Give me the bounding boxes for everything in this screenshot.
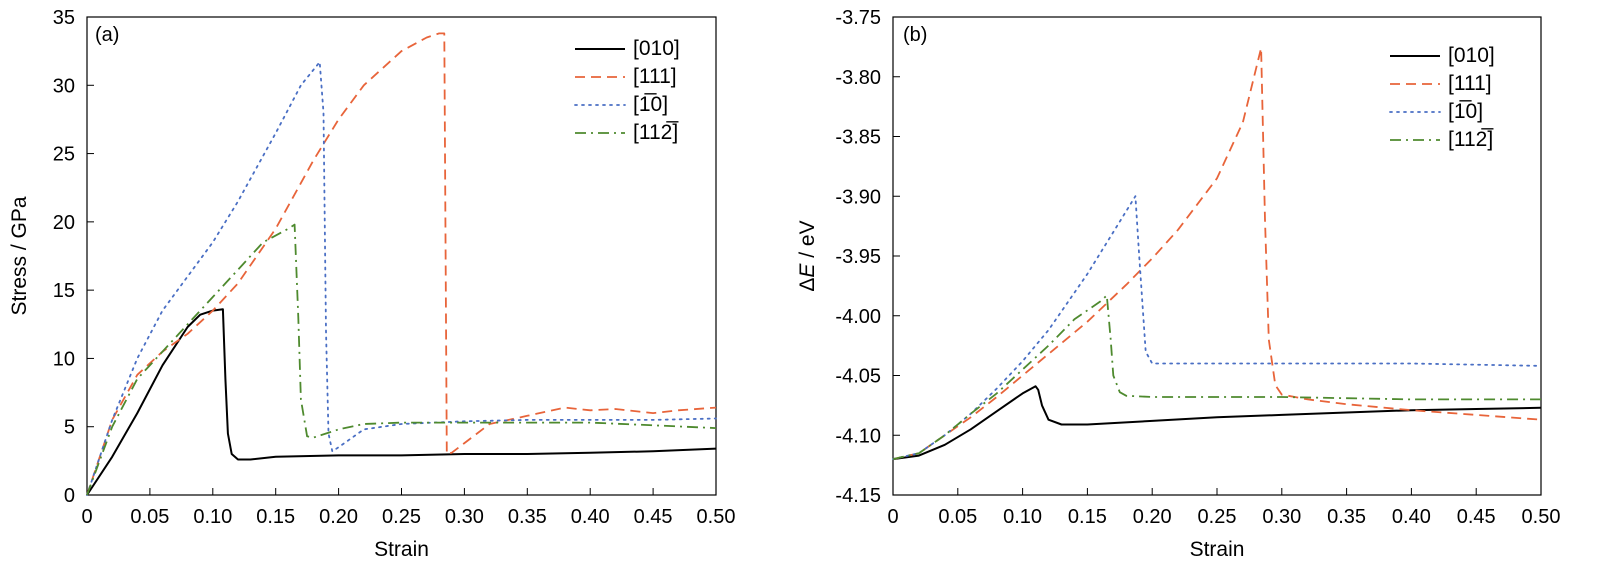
series-line-1 [892, 47, 1542, 460]
panel-tag: (b) [903, 24, 927, 46]
x-tick-label: 0.30 [445, 506, 484, 528]
y-tick-label: 25 [53, 144, 75, 166]
y-tick-label: 10 [53, 348, 75, 370]
y-tick-label: -3.75 [835, 7, 881, 29]
series-line-0 [86, 308, 717, 496]
x-tick-label: 0.15 [256, 506, 295, 528]
x-tick-label: 0.35 [1327, 506, 1366, 528]
legend-label: [1̅0] [1448, 100, 1483, 123]
series-line-2 [892, 195, 1542, 460]
y-tick-label: 20 [53, 212, 75, 234]
series-line-1 [86, 32, 717, 496]
legend-label: [1̅0] [633, 93, 668, 116]
series-line-3 [892, 294, 1541, 460]
x-tick-label: 0.10 [193, 506, 232, 528]
legend-label: [111] [1448, 72, 1492, 95]
y-tick-label: -4.15 [835, 485, 881, 507]
y-tick-label: -3.85 [835, 127, 881, 149]
plot-frame [892, 16, 1542, 496]
x-tick-label: 0.25 [1198, 506, 1237, 528]
x-tick-label: 0.45 [1457, 506, 1496, 528]
y-tick-label: 0 [64, 485, 75, 507]
y-tick-label: -4.05 [835, 366, 881, 388]
series-line-2 [86, 61, 717, 496]
x-tick-label: 0.50 [697, 506, 736, 528]
legend-label: [112̅] [633, 121, 679, 144]
legend-label: [111] [633, 65, 677, 88]
x-tick-label: 0.20 [1133, 506, 1172, 528]
x-tick-label: 0.40 [571, 506, 610, 528]
legend: [010] [111] [1̅0] [112̅] [1389, 44, 1495, 151]
y-tick-label: -3.90 [835, 186, 881, 208]
x-tick-label: 0 [81, 506, 92, 528]
x-axis-label: Strain [1190, 538, 1245, 561]
x-axis-label: Strain [374, 538, 429, 561]
chart-panel-b: 0 0.05 0.10 0.15 0.20 0.25 0.30 0.35 0.40 0.45 0.5… [796, 7, 1560, 561]
y-tick-label: -3.95 [835, 246, 881, 268]
x-tick-label: 0.25 [382, 506, 421, 528]
y-tick-label: 5 [64, 417, 75, 439]
x-tick-label: 0.50 [1522, 506, 1561, 528]
x-tick-label: 0.40 [1392, 506, 1431, 528]
x-tick-label: 0.30 [1262, 506, 1301, 528]
x-tick-label: 0.05 [938, 506, 977, 528]
x-tick-label: 0.10 [1003, 506, 1042, 528]
x-tick-label: 0.15 [1068, 506, 1107, 528]
y-tick-label: 35 [53, 7, 75, 29]
x-tick-label: 0.45 [634, 506, 673, 528]
chart-panel-a: 0 0.05 0.10 0.15 0.20 0.25 0.30 0.35 0.40 0.45 0.5… [8, 7, 735, 561]
y-tick-label: -4.00 [835, 306, 881, 328]
x-tick-label: 0 [887, 506, 898, 528]
y-axis-label: Stress / GPa [8, 196, 31, 315]
y-tick-label: 15 [53, 280, 75, 302]
y-tick-label: 30 [53, 75, 75, 97]
x-tick-label: 0.05 [130, 506, 169, 528]
x-tick-label: 0.20 [319, 506, 358, 528]
legend-label: [112̅] [1448, 128, 1494, 151]
panel-tag: (a) [95, 24, 119, 46]
legend-label: [010] [633, 37, 680, 60]
y-tick-label: -3.80 [835, 67, 881, 89]
legend: [010] [111] [1̅0] [112̅] [574, 37, 680, 144]
y-tick-label: -4.10 [835, 425, 881, 447]
y-axis-label: ΔE / eV [796, 220, 819, 291]
x-tick-label: 0.35 [508, 506, 547, 528]
series-line-0 [892, 385, 1542, 461]
legend-label: [010] [1448, 44, 1495, 67]
